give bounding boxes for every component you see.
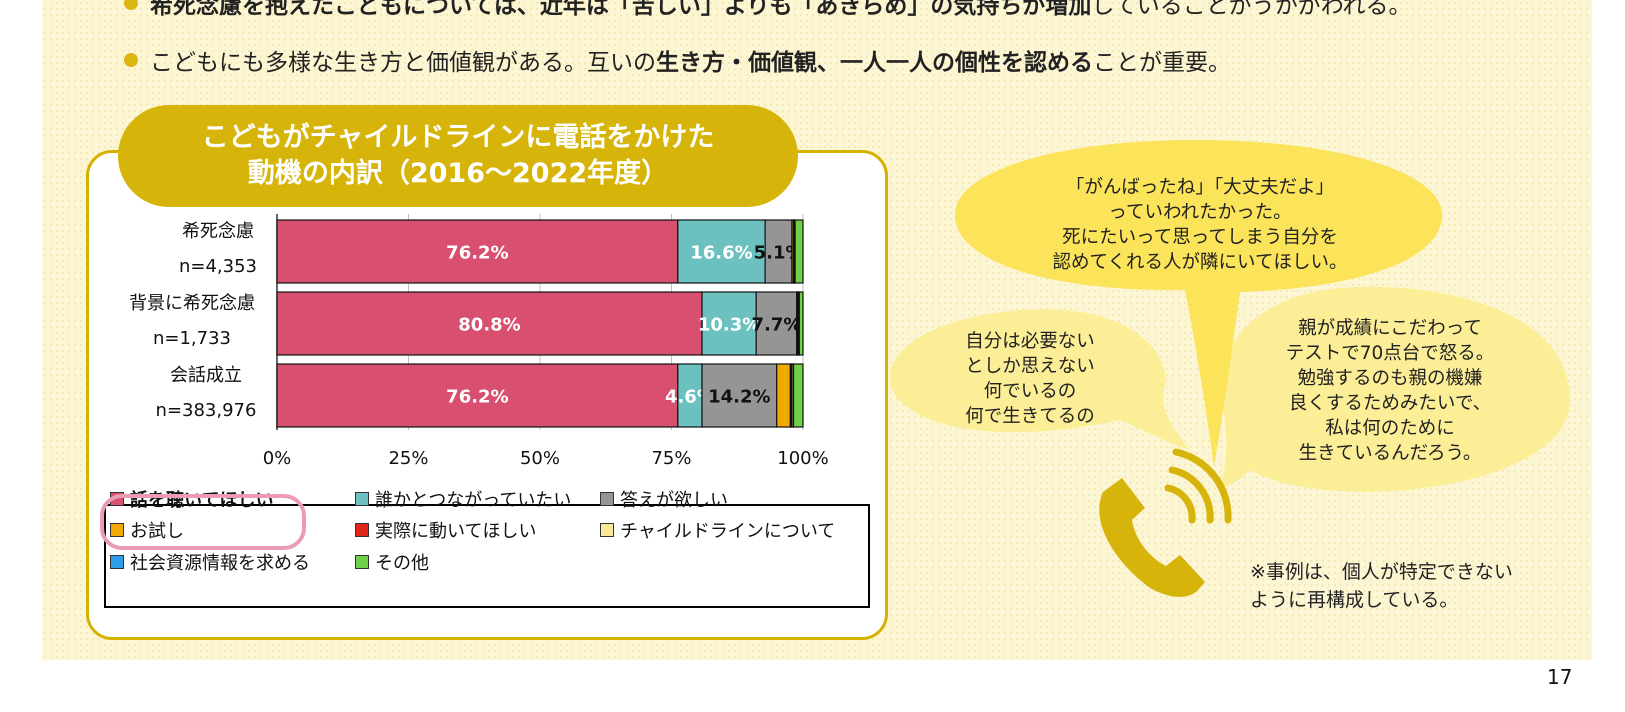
bubble-left-line-1: としか思えない: [965, 356, 1095, 377]
chart-bars: 76.2% 16.6% 5.1%80.8% 10.3%7.7%76.2% 4.6%14.…: [276, 219, 804, 428]
legend-swatch: [110, 555, 124, 569]
bar-data-label: 76.2%: [446, 243, 508, 264]
legend-label: 答えが欲しい: [620, 490, 728, 511]
phone-icon: [1099, 448, 1232, 597]
legend-label: チャイルドラインについて: [620, 521, 836, 542]
legend-item: 実際に動いてほしい: [355, 517, 536, 543]
chart-x-ticks: 0% 25% 50% 75% 100%: [263, 448, 829, 469]
bar-data-label: 80.8%: [458, 315, 520, 336]
bubble-left-line-3: 何で生きてるの: [965, 406, 1095, 427]
speech-bubbles: [890, 140, 1570, 492]
chart-title-line-1: こどもがチャイルドラインに電話をかけた: [201, 122, 715, 153]
legend-swatch: [600, 523, 614, 537]
bullet-1-part-0: 希死念慮を抱えたこどもについては、近年は「苦しい」よりも「あきらめ」の気持ちが増…: [150, 0, 1092, 19]
phone-wave-small-icon: [1164, 484, 1196, 524]
bullet-line-1: 希死念慮を抱えたこどもについては、近年は「苦しい」よりも「あきらめ」の気持ちが増…: [124, 0, 1412, 20]
bar-data-label: 5.1%: [754, 243, 804, 264]
bubble-top-line-3: 認めてくれる人が隣にいてほしい。: [1052, 252, 1348, 273]
bar-segment: [701, 363, 778, 428]
legend-swatch: [600, 492, 614, 506]
legend-item: その他: [355, 549, 429, 575]
bar-segment: [276, 219, 679, 284]
category-n-label: n=4,353: [179, 256, 257, 277]
phone-wave-large-icon: [1172, 448, 1232, 524]
bar-segment: [276, 291, 703, 356]
bullet-2-part-0: こどもにも多様な生き方と価値観がある。互いの: [150, 50, 656, 76]
chart-category-labels: 希死念慮 n=4,353 背景に希死念慮 n=1,733 会話成立 n=383,976: [129, 220, 257, 421]
legend-label: 実際に動いてほしい: [375, 521, 537, 542]
legend-item: チャイルドラインについて: [600, 517, 835, 543]
bar-segment: [755, 291, 798, 356]
bar-segment: [701, 291, 757, 356]
note-line-2: ように再構成している。: [1250, 589, 1459, 611]
bubble-right-line-3: 良くするためみたいで、: [1288, 393, 1492, 414]
legend-highlight-ring: [100, 494, 306, 550]
phone-handset-icon: [1099, 478, 1205, 597]
bar-segment: [798, 291, 804, 356]
bubble-left-text: 自分は必要ない としか思えない 何でいるの何で生きてるの: [930, 329, 1130, 429]
page-number: 17: [1547, 665, 1573, 689]
bar-data-label: 16.6%: [690, 243, 752, 264]
x-tick-label: 100%: [777, 448, 828, 469]
bubble-right-text: 親が成績にこだわって テストで70点台で怒る。 勉強するのも親の機嫌 良くするためみた…: [1270, 316, 1510, 466]
chart-title: こどもがチャイルドラインに電話をかけた 動機の内訳（2016〜2022年度）: [118, 105, 798, 207]
bubble-right-line-5: 生きているんだろう。: [1298, 443, 1482, 464]
bullet-text-1: 希死念慮を抱えたこどもについては、近年は「苦しい」よりも「あきらめ」の気持ちが増…: [150, 0, 1412, 19]
bar-data-label: 10.3%: [698, 315, 760, 336]
bar-segment: [276, 363, 679, 428]
legend-label: その他: [375, 553, 429, 574]
x-tick-label: 25%: [388, 448, 428, 469]
bubble-right-line-1: テストで70点台で怒る。: [1285, 343, 1495, 364]
bullet-dot-icon: [124, 53, 138, 67]
legend-swatch: [355, 523, 369, 537]
phone-wave-mid-icon: [1168, 466, 1214, 524]
bar-segment: [764, 219, 793, 284]
bubble-left-line-0: 自分は必要ない: [965, 331, 1095, 352]
note-line-1: ※事例は、個人が特定できない: [1250, 561, 1513, 583]
category-label: 背景に希死念慮: [129, 292, 255, 314]
bubble-right-line-2: 勉強するのも親の機嫌: [1297, 368, 1483, 389]
bar-data-label: 76.2%: [446, 387, 508, 408]
chart-title-line-2: 動機の内訳（2016〜2022年度）: [247, 158, 669, 189]
bubble-left-line-2: 何でいるの: [983, 381, 1077, 402]
category-n-label: n=1,733: [153, 328, 231, 349]
bubble-top-text: 「がんばったね」「大丈夫だよ」 っていわれたかった。死にたいって思ってしまう自分を…: [1020, 175, 1380, 275]
category-n-label: n=383,976: [156, 400, 257, 421]
category-label: 会話成立: [170, 365, 242, 386]
bubble-right-line-4: 私は何のために: [1325, 418, 1455, 439]
legend-label: 社会資源情報を求める: [130, 553, 310, 574]
bar-data-label: 14.2%: [708, 387, 770, 408]
category-label: 希死念慮: [182, 220, 254, 242]
bullet-line-2: こどもにも多様な生き方と価値観がある。互いの生き方・価値観、一人一人の個性を認め…: [124, 43, 1231, 77]
bubble-left: [890, 309, 1190, 450]
x-tick-label: 50%: [520, 448, 560, 469]
legend-swatch: [355, 492, 369, 506]
bubble-top-line-1: っていわれたかった。: [1108, 202, 1292, 223]
bar-data-label: 7.7%: [751, 315, 801, 336]
bubble-top-line-2: 死にたいって思ってしまう自分を: [1062, 227, 1338, 248]
bullet-dot-icon: [124, 0, 138, 10]
bar-segment: [794, 219, 804, 284]
bullet-2-part-1: 生き方・価値観、一人一人の個性を認める: [656, 50, 1093, 76]
bullet-text-2: こどもにも多様な生き方と価値観がある。互いの生き方・価値観、一人一人の個性を認め…: [150, 50, 1231, 76]
bubble-top-line-0: 「がんばったね」「大丈夫だよ」: [1065, 177, 1335, 198]
anonymization-note: ※事例は、個人が特定できない ように再構成している。: [1250, 558, 1513, 614]
bubble-top: [955, 140, 1442, 466]
bullet-2-part-2: ことが重要。: [1093, 50, 1231, 76]
bubble-right: [1220, 286, 1570, 492]
legend-label: お試し: [130, 521, 184, 542]
legend-item: 社会資源情報を求める: [110, 549, 310, 575]
chart-legend: [104, 504, 870, 608]
bullet-1-part-1: していることがうかがわれる。: [1091, 0, 1412, 19]
x-tick-label: 75%: [651, 448, 691, 469]
bar-segment: [792, 363, 804, 428]
bubble-right-line-0: 親が成績にこだわって: [1298, 318, 1482, 339]
x-tick-label: 0%: [263, 448, 292, 469]
legend-item: 誰かとつながっていたい: [355, 486, 571, 512]
legend-item: 答えが欲しい: [600, 486, 728, 512]
legend-label: 誰かとつながっていたい: [375, 490, 572, 511]
bar-segment: [776, 363, 791, 428]
legend-swatch: [355, 555, 369, 569]
